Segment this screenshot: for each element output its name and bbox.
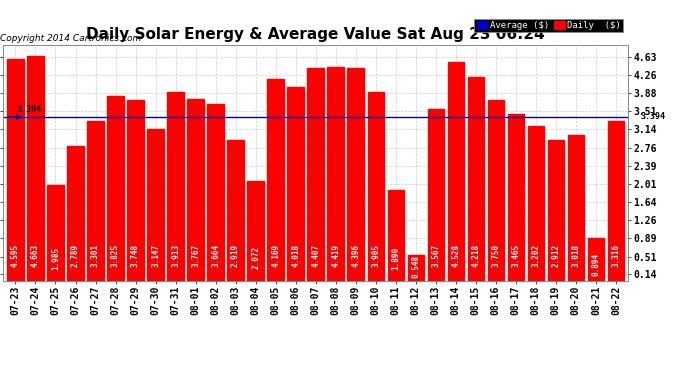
Bar <box>268 80 284 281</box>
Bar <box>528 126 544 281</box>
Bar <box>608 121 624 281</box>
Bar <box>328 68 344 281</box>
Text: 3.202: 3.202 <box>531 244 540 267</box>
Title: Daily Solar Energy & Average Value Sat Aug 23 06:24: Daily Solar Energy & Average Value Sat A… <box>86 27 545 42</box>
Bar <box>568 135 584 281</box>
Bar <box>108 96 124 281</box>
Bar <box>288 87 304 281</box>
Text: 4.218: 4.218 <box>471 244 480 267</box>
Bar <box>8 59 23 281</box>
Text: 4.663: 4.663 <box>31 244 40 267</box>
Bar <box>88 122 103 281</box>
Text: 4.595: 4.595 <box>11 244 20 267</box>
Text: 4.018: 4.018 <box>291 244 300 267</box>
Text: 3.394: 3.394 <box>17 105 41 114</box>
Bar <box>308 68 324 281</box>
Bar <box>508 114 524 281</box>
Text: 0.894: 0.894 <box>591 253 600 276</box>
Text: 2.072: 2.072 <box>251 246 260 269</box>
Text: 2.789: 2.789 <box>71 244 80 267</box>
Text: 3.316: 3.316 <box>611 244 620 267</box>
Text: 3.147: 3.147 <box>151 244 160 267</box>
Bar <box>168 92 184 281</box>
Bar <box>428 109 444 281</box>
Bar <box>388 190 404 281</box>
Bar <box>368 92 384 281</box>
Bar <box>48 185 63 281</box>
Text: 2.912: 2.912 <box>551 244 560 267</box>
Bar <box>408 255 424 281</box>
Text: Copyright 2014 Cartronics.com: Copyright 2014 Cartronics.com <box>0 34 141 43</box>
Text: 3.664: 3.664 <box>211 244 220 267</box>
Text: 3.825: 3.825 <box>111 244 120 267</box>
Text: 3.748: 3.748 <box>131 244 140 267</box>
Text: 1.985: 1.985 <box>51 247 60 270</box>
Text: 0.548: 0.548 <box>411 255 420 278</box>
Text: 3.767: 3.767 <box>191 244 200 267</box>
Text: 4.528: 4.528 <box>451 244 460 267</box>
Bar <box>148 129 164 281</box>
Bar <box>448 62 464 281</box>
Bar <box>348 68 364 281</box>
Bar <box>128 100 144 281</box>
Bar <box>28 56 43 281</box>
Text: 3.750: 3.750 <box>491 244 500 267</box>
Bar <box>468 77 484 281</box>
Bar <box>68 146 83 281</box>
Text: 3.018: 3.018 <box>571 244 580 267</box>
Bar <box>228 140 244 281</box>
Text: 4.396: 4.396 <box>351 244 360 267</box>
Text: 1.890: 1.890 <box>391 247 400 270</box>
Text: 3.567: 3.567 <box>431 244 440 267</box>
Legend: Average ($), Daily  ($): Average ($), Daily ($) <box>475 19 623 32</box>
Bar <box>588 238 604 281</box>
Text: 4.407: 4.407 <box>311 244 320 267</box>
Text: 4.419: 4.419 <box>331 244 340 267</box>
Bar <box>208 104 224 281</box>
Text: 3.301: 3.301 <box>91 244 100 267</box>
Text: 3.465: 3.465 <box>511 244 520 267</box>
Bar <box>248 181 264 281</box>
Text: 2.919: 2.919 <box>231 244 240 267</box>
Bar <box>548 140 564 281</box>
Bar <box>488 100 504 281</box>
Bar <box>188 99 204 281</box>
Text: 3.394: 3.394 <box>640 112 665 122</box>
Text: 3.913: 3.913 <box>171 244 180 267</box>
Text: 3.905: 3.905 <box>371 244 380 267</box>
Text: 4.169: 4.169 <box>271 244 280 267</box>
